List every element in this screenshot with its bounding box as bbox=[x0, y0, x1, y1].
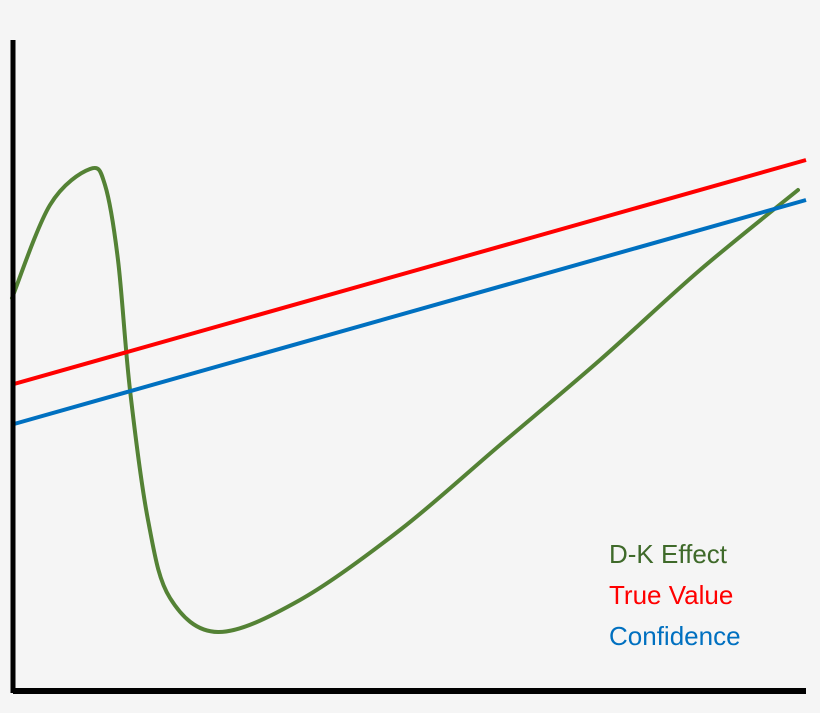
dk-effect-line bbox=[10, 165, 800, 635]
legend-confidence: Confidence bbox=[609, 621, 741, 651]
legend-true-value: True Value bbox=[609, 580, 734, 610]
confidence-line bbox=[13, 198, 807, 426]
legend-dk-effect: D-K Effect bbox=[609, 539, 728, 569]
true-value-line bbox=[13, 158, 807, 386]
legend: D-K Effect True Value Confidence bbox=[609, 534, 741, 657]
